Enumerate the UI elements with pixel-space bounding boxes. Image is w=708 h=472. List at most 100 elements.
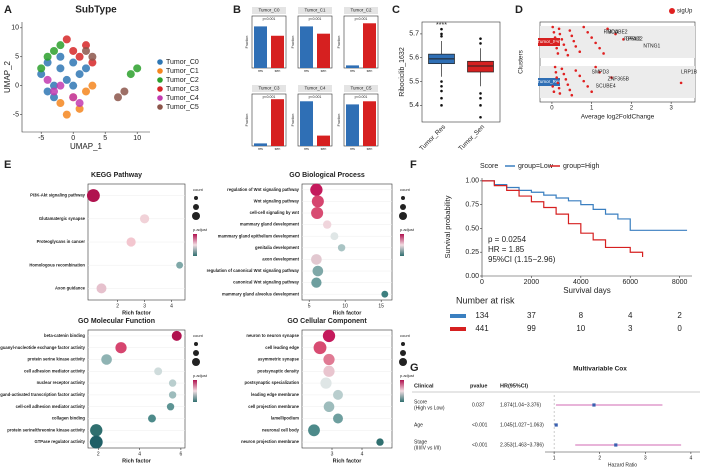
dot bbox=[89, 435, 103, 449]
legend-marker bbox=[194, 196, 198, 200]
point bbox=[62, 35, 71, 44]
frame bbox=[297, 93, 333, 147]
dot bbox=[381, 290, 389, 298]
point bbox=[560, 67, 564, 71]
mini-title: Tumor_C4 bbox=[304, 86, 326, 91]
point bbox=[75, 99, 84, 108]
pvalue: 0.037 bbox=[472, 402, 485, 408]
y-tick-label: 5.6 bbox=[409, 55, 419, 62]
x-axis-label: Survival days bbox=[563, 286, 611, 295]
frame bbox=[87, 329, 186, 449]
legend-label: Tumor_C1 bbox=[166, 68, 199, 75]
category-label: asymmetric synapse bbox=[258, 357, 300, 362]
bar bbox=[254, 143, 267, 146]
risk-tag bbox=[450, 327, 466, 331]
x-tick-label: sen bbox=[367, 69, 373, 73]
y-tick-label: 5.7 bbox=[409, 31, 419, 38]
panel-label: G bbox=[410, 362, 419, 374]
panel-label: D bbox=[515, 4, 523, 16]
survival-curve bbox=[482, 180, 644, 257]
y-tick-label: 0.25 bbox=[465, 249, 479, 256]
outlier bbox=[479, 37, 482, 40]
hr-point bbox=[614, 443, 618, 447]
risk-count: 37 bbox=[527, 311, 536, 320]
outlier bbox=[479, 92, 482, 95]
dot bbox=[313, 341, 327, 355]
bar bbox=[317, 33, 330, 68]
x-tick-label: 6000 bbox=[622, 279, 638, 286]
dot bbox=[101, 354, 112, 365]
point bbox=[88, 58, 97, 67]
point bbox=[43, 52, 52, 61]
x-tick-label: sen bbox=[275, 147, 281, 151]
mini-title: Tumor_C0 bbox=[258, 8, 280, 13]
legend-title: count bbox=[400, 333, 411, 338]
outlier bbox=[479, 96, 482, 100]
legend-title: count bbox=[193, 333, 204, 338]
point bbox=[56, 52, 65, 61]
annotation: **** bbox=[436, 22, 447, 29]
bar bbox=[271, 35, 284, 68]
point bbox=[610, 76, 613, 79]
point bbox=[56, 41, 65, 50]
legend-marker bbox=[192, 212, 200, 220]
legend-marker bbox=[157, 59, 163, 65]
pvalue: <0.001 bbox=[472, 422, 488, 428]
category-label: mammary gland alveolus development bbox=[222, 291, 300, 296]
outlier bbox=[440, 89, 443, 93]
x-tick-label: 4000 bbox=[573, 279, 589, 286]
point bbox=[606, 27, 609, 31]
point bbox=[598, 70, 601, 74]
point bbox=[574, 45, 578, 48]
bar bbox=[271, 99, 284, 146]
legend-label: Tumor_C3 bbox=[166, 86, 199, 93]
bar bbox=[346, 65, 359, 68]
outlier bbox=[440, 84, 443, 88]
box bbox=[467, 60, 494, 73]
legend-label: Tumor_C4 bbox=[166, 95, 199, 102]
point bbox=[570, 34, 574, 38]
y-axis-label: Survival probability bbox=[443, 195, 452, 258]
x-tick-label: 4 bbox=[361, 451, 364, 457]
y-axis-label: Clusters bbox=[518, 49, 525, 74]
cluster-band bbox=[540, 26, 695, 58]
point bbox=[556, 81, 560, 85]
frame bbox=[301, 329, 393, 449]
dot bbox=[176, 261, 184, 269]
legend-marker bbox=[192, 358, 200, 366]
point bbox=[594, 41, 597, 45]
point bbox=[50, 46, 58, 55]
dot bbox=[333, 413, 343, 424]
point bbox=[564, 78, 568, 81]
y-tick-label: 0.75 bbox=[465, 201, 479, 208]
dot bbox=[311, 195, 324, 208]
cluster-tag bbox=[538, 78, 560, 86]
legend-marker bbox=[193, 204, 199, 210]
risk-count: 2 bbox=[677, 311, 682, 320]
annotation: 95%CI (1.15−2.96) bbox=[488, 255, 556, 264]
category-label: neuron projection membrane bbox=[241, 439, 300, 444]
point bbox=[586, 30, 589, 34]
y-tick-label: 5.5 bbox=[409, 78, 419, 85]
column-header: Clinical bbox=[414, 383, 434, 389]
point bbox=[556, 52, 560, 55]
point bbox=[75, 104, 84, 113]
x-tick-label: 4 bbox=[138, 451, 141, 457]
risk-count: 10 bbox=[576, 324, 585, 333]
strip bbox=[298, 85, 332, 92]
hr-label: 1.045(1.027~1.063) bbox=[500, 422, 544, 428]
risk-count: 441 bbox=[475, 324, 489, 333]
x-tick-label: 3 bbox=[331, 451, 334, 457]
x-tick-label: 0 bbox=[71, 135, 75, 142]
x-tick-label: 8000 bbox=[672, 279, 688, 286]
point bbox=[62, 75, 71, 84]
color-bar bbox=[400, 234, 404, 256]
x-tick-label: 2 bbox=[116, 303, 119, 309]
legend-marker bbox=[401, 342, 405, 346]
point bbox=[88, 52, 97, 61]
dot bbox=[323, 220, 332, 229]
bar bbox=[346, 104, 359, 146]
mini-title: Tumor_C5 bbox=[350, 86, 372, 91]
dot bbox=[320, 377, 332, 389]
